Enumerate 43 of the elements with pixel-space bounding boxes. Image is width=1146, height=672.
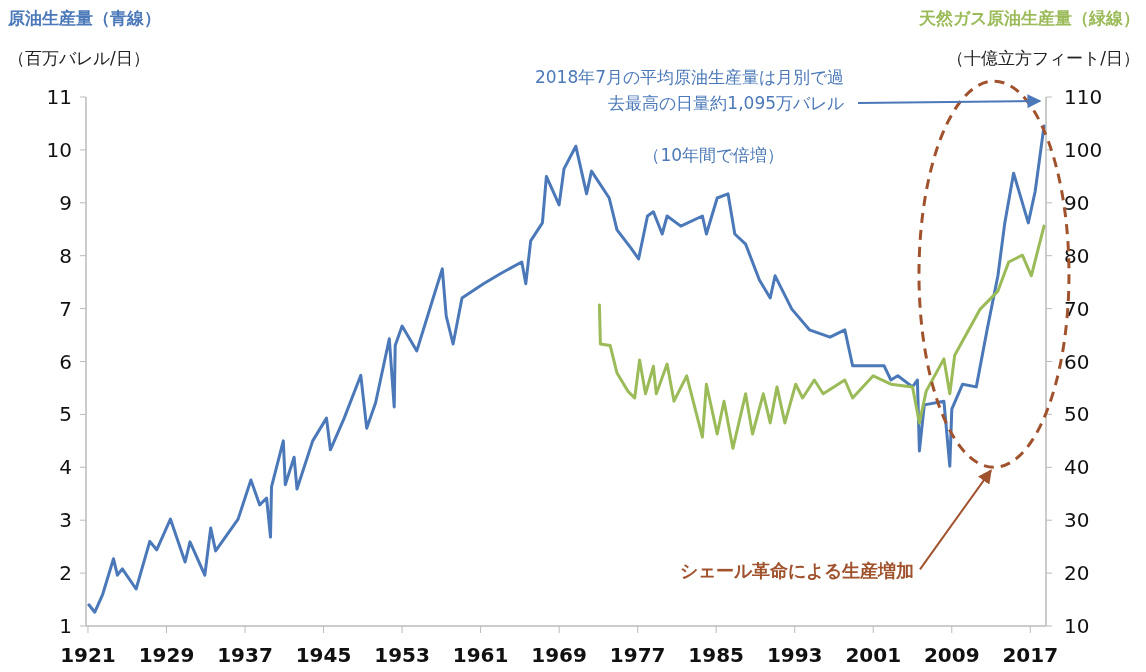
y-tick-label: 6: [59, 349, 72, 374]
text: 天然ガス原油生産量（緑線）: [918, 8, 1140, 28]
y2-tick-label: 10: [1064, 614, 1090, 638]
annotation: （10年間で倍増）: [643, 145, 785, 165]
y-tick-label: 8: [59, 243, 72, 268]
x-tick-label: 1953: [374, 643, 430, 667]
x-tick-label: 1921: [60, 643, 116, 667]
y-tick-label: 3: [59, 508, 72, 533]
y-tick-label: 4: [59, 455, 72, 480]
y-tick-label: 1: [59, 614, 72, 638]
x-tick-label: 2009: [923, 643, 980, 667]
y-tick-label: 9: [59, 190, 72, 215]
x-tick-label: 1977: [609, 643, 666, 667]
y-tick-label: 11: [46, 85, 72, 109]
x-tick-label: 1929: [138, 643, 195, 667]
text: 原油生産量（青線）: [7, 8, 161, 28]
y2-tick-label: 30: [1064, 508, 1090, 533]
annotation: 2018年7月の平均原油生産量は月別で過去最高の日量約1,095万バレル: [534, 67, 1042, 113]
y2-tick-label: 90: [1064, 190, 1090, 215]
y-tick-label: 2: [59, 561, 72, 586]
y2-tick-label: 20: [1064, 561, 1090, 586]
y2-tick-label: 40: [1064, 455, 1090, 480]
x-tick-label: 1993: [766, 643, 823, 667]
x-tick-label: 2017: [1002, 643, 1059, 667]
y-tick-label: 7: [59, 296, 72, 321]
y2-tick-label: 110: [1064, 85, 1103, 109]
x-tick-label: 2001: [845, 643, 902, 667]
x-tick-label: 1937: [217, 643, 273, 667]
x-tick-label: 1969: [531, 643, 587, 667]
y-tick-label: 5: [59, 402, 72, 427]
x-tick-label: 1961: [452, 643, 509, 667]
y-tick-label: 10: [46, 137, 72, 162]
annotation: 2018年7月の平均原油生産量は月別で過去最高の日量約1,095万バレル: [534, 67, 845, 113]
y2-tick-label: 100: [1064, 137, 1103, 162]
annotation: シェール革命による生産増加: [680, 469, 992, 582]
y2-tick-label: 70: [1064, 296, 1090, 321]
annotation: シェール革命による生産増加: [679, 560, 914, 582]
y2-axis-title: （十億立方フィート/日）: [947, 48, 1140, 68]
x-tick-label: 1985: [688, 643, 745, 667]
y2-tick-label: 60: [1064, 349, 1090, 374]
y-axis-title: （百万バレル/日）: [8, 48, 150, 68]
y2-tick-label: 50: [1064, 402, 1090, 427]
x-tick-label: 1945: [295, 643, 352, 667]
